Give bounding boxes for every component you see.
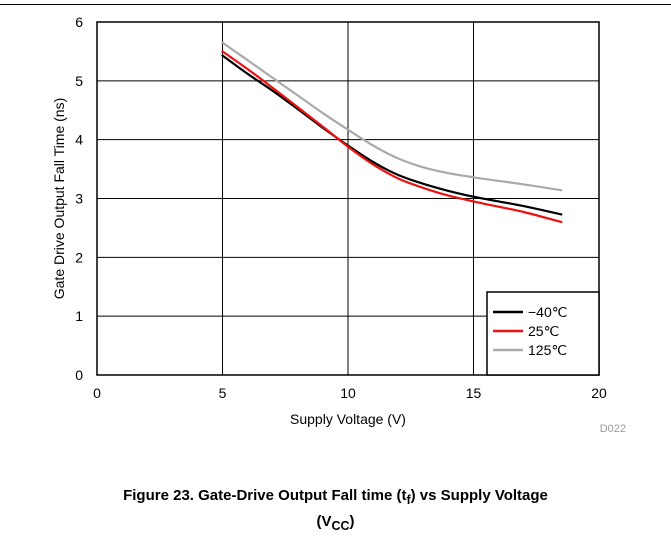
y-tick-label: 4 [75, 132, 83, 148]
legend-label-2: 125℃ [528, 342, 567, 358]
chart-note: D022 [600, 423, 626, 435]
top-rule [0, 4, 671, 5]
x-tick-label: 10 [340, 385, 356, 401]
legend-label-1: 25℃ [528, 323, 559, 339]
caption-line-2: (VCC) [316, 513, 355, 533]
tick-labels: 0 5 10 15 20 0 1 2 3 4 5 6 [75, 14, 607, 401]
y-tick-label: 2 [75, 249, 83, 265]
y-tick-label: 0 [75, 367, 83, 383]
y-axis-label: Gate Drive Output Fall Time (ns) [51, 98, 67, 300]
y-tick-label: 1 [75, 308, 83, 324]
legend-label-0: −40℃ [528, 304, 567, 320]
x-axis-label: Supply Voltage (V) [290, 411, 406, 427]
plot-frame [96, 21, 600, 376]
legend-box [486, 291, 600, 376]
y-tick-label: 5 [75, 73, 83, 89]
x-tick-label: 20 [591, 385, 607, 401]
figure-caption: Figure 23. Gate-Drive Output Fall time (… [0, 485, 671, 537]
series-line-0 [221, 54, 563, 216]
fall-time-chart: 0 5 10 15 20 0 1 2 3 4 5 6 Supply Voltage (V) Gate … [51, 14, 626, 435]
caption-line-1: Figure 23. Gate-Drive Output Fall time (… [123, 487, 548, 507]
x-tick-label: 5 [219, 385, 227, 401]
series-line-2 [221, 41, 563, 192]
series-layer [221, 41, 563, 224]
y-tick-label: 6 [75, 14, 83, 30]
series-line-1 [221, 50, 563, 224]
x-tick-label: 15 [466, 385, 482, 401]
legend: −40℃ 25℃ 125℃ [486, 291, 600, 376]
x-tick-label: 0 [93, 385, 101, 401]
y-tick-label: 3 [75, 191, 83, 207]
